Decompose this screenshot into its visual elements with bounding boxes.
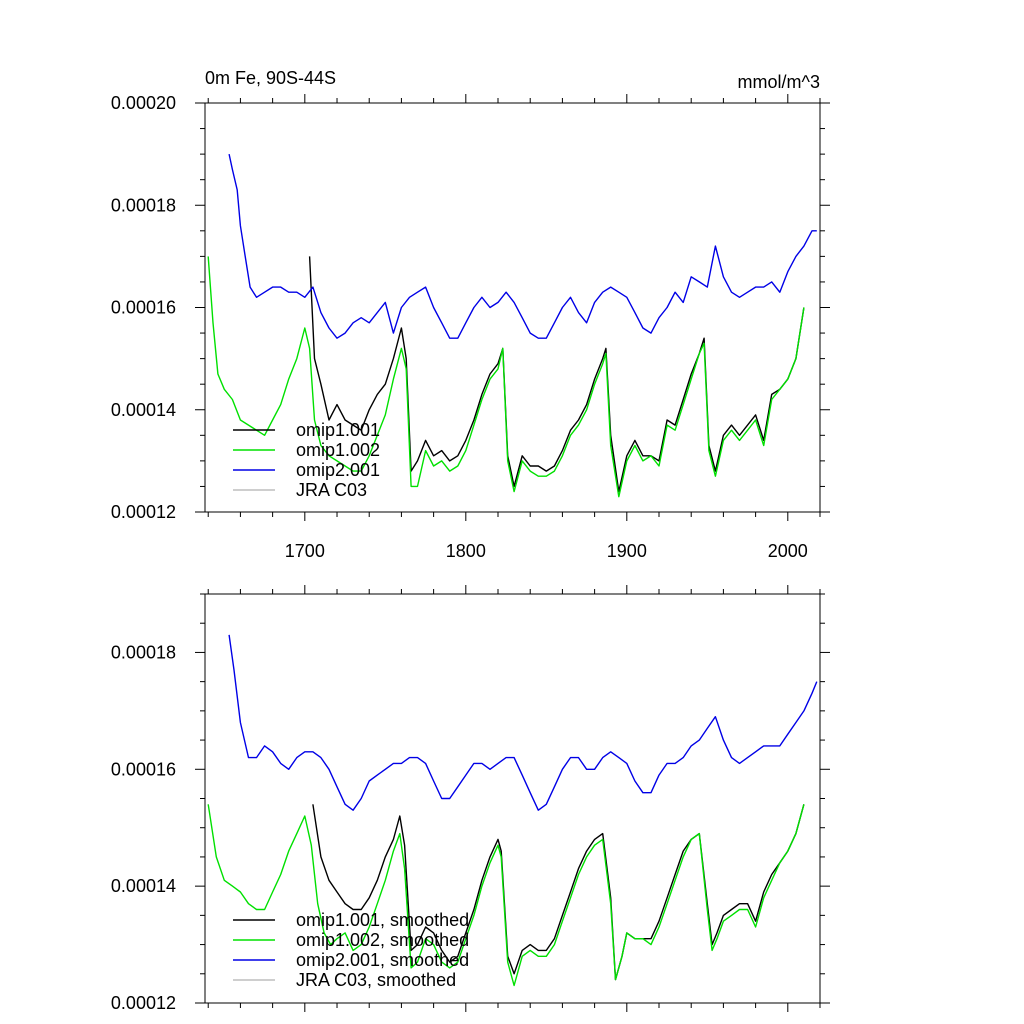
top-panel: 0m Fe, 90S-44S mmol/m^3 1700 1800 1900 2000… [111, 68, 830, 561]
x-tick-label: 1800 [446, 541, 486, 561]
y-tick-label: 0.00014 [111, 400, 176, 420]
legend-label: omip1.001 [296, 420, 380, 440]
series-line [207, 256, 805, 498]
chart-title: 0m Fe, 90S-44S [205, 68, 336, 88]
series-line [228, 634, 818, 811]
y-tick-label: 0.00014 [111, 876, 176, 896]
legend-label: omip1.002, smoothed [296, 930, 469, 950]
y-tick-label: 0.00012 [111, 502, 176, 522]
legend-label: JRA C03 [296, 480, 367, 500]
legend-label: omip2.001, smoothed [296, 950, 469, 970]
series-line [207, 804, 805, 987]
y-tick-label: 0.00020 [111, 93, 176, 113]
series-line [312, 804, 805, 981]
y-tick-label: 0.00018 [111, 642, 176, 662]
series-line [308, 256, 805, 493]
y-tick-label: 0.00012 [111, 993, 176, 1013]
y-tick-label: 0.00018 [111, 195, 176, 215]
units-label: mmol/m^3 [738, 72, 820, 92]
series-line [228, 153, 817, 339]
x-tick-label: 1900 [607, 541, 647, 561]
y-tick-label: 0.00016 [111, 298, 176, 318]
legend-label: omip1.002 [296, 440, 380, 460]
legend-label: omip1.001, smoothed [296, 910, 469, 930]
legend-label: omip2.001 [296, 460, 380, 480]
x-tick-label: 2000 [768, 541, 808, 561]
x-tick-label: 1700 [285, 541, 325, 561]
legend-label: JRA C03, smoothed [296, 970, 456, 990]
y-tick-label: 0.00016 [111, 759, 176, 779]
bottom-panel: 0.00012 0.00014 0.00016 0.00018 omip1.001, s… [111, 585, 830, 1013]
